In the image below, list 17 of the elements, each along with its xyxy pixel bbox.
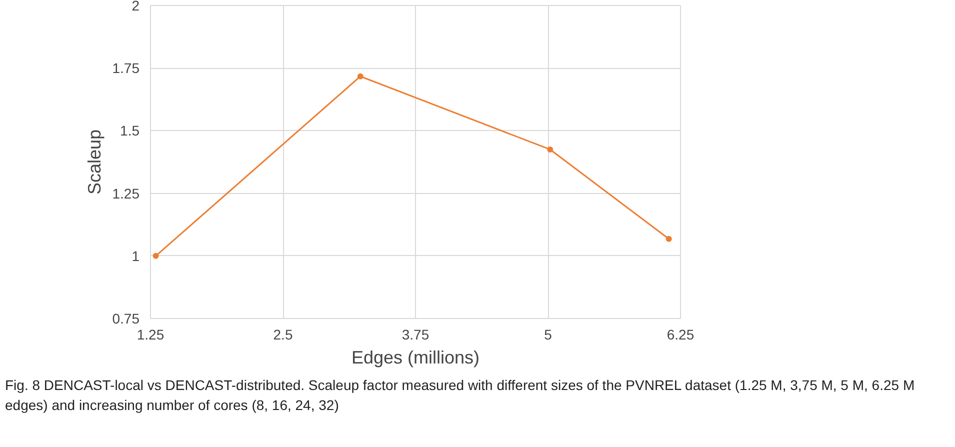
point: [152, 252, 159, 259]
y-tick-label: 1.25: [112, 185, 140, 202]
y-tick-label: 1.75: [112, 60, 140, 76]
x-tick-label: 6.25: [666, 326, 694, 342]
point: [666, 236, 672, 242]
y-tick-label: 0.75: [112, 310, 140, 326]
point: [357, 73, 364, 80]
x-tick-label: 5: [544, 326, 552, 342]
x-axis-title: Edges (millions): [351, 348, 480, 368]
point: [547, 146, 554, 152]
y-tick-label: 2: [132, 0, 140, 14]
x-tick-label: 2.5: [273, 326, 293, 342]
caption: Fig. 8 DENCAST-local vs DENCAST-distributed. Scaleup factor measured with different sizes of the PVNREL dataset (1.25 M, 3,75 M, 5 M, 6.25 M edges) and increasing number of cores (8, 16, 24, 32): [5, 376, 916, 415]
y-tick-label: 1.5: [120, 122, 140, 139]
y-axis-title: Scaleup: [84, 129, 104, 195]
y-tick-label: 1: [132, 248, 140, 264]
x-tick-label: 3.75: [402, 326, 430, 342]
